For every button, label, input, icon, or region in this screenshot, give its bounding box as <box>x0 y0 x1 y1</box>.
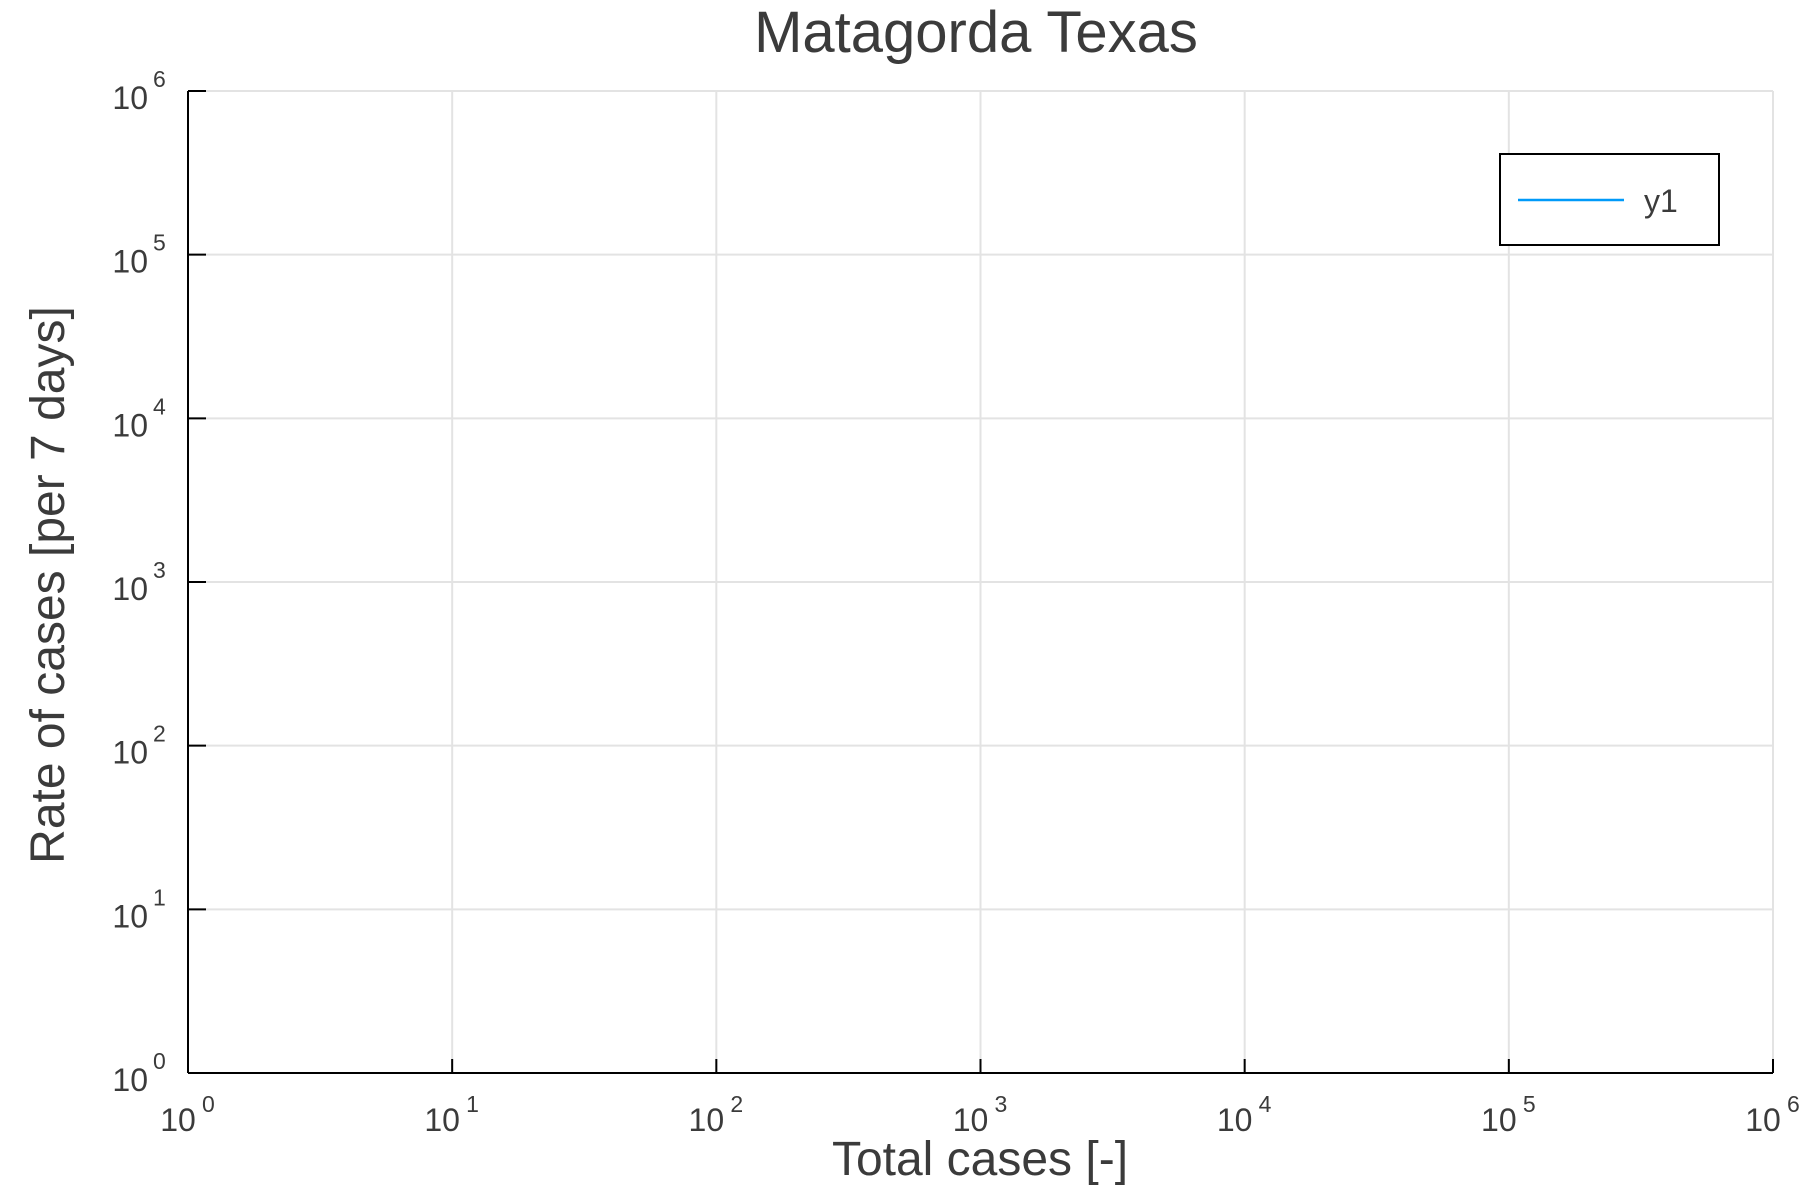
legend: y1 <box>1499 153 1720 246</box>
y-tick-exponent: 2 <box>153 721 166 747</box>
y-tick-label: 10 <box>112 898 148 934</box>
legend-label-y1: y1 <box>1644 183 1678 219</box>
y-tick-exponent: 0 <box>153 1048 166 1074</box>
x-tick-label: 10 <box>160 1102 196 1138</box>
y-tick-label: 10 <box>112 244 148 280</box>
chart-title: Matagorda Texas <box>754 0 1198 65</box>
y-tick-label: 10 <box>112 80 148 116</box>
x-tick-label: 10 <box>953 1102 989 1138</box>
x-tick-exponent: 5 <box>1523 1091 1536 1117</box>
y-tick-label: 10 <box>112 735 148 771</box>
x-axis-label: Total cases [-] <box>832 1133 1128 1186</box>
x-tick-exponent: 2 <box>730 1091 743 1117</box>
y-tick-exponent: 5 <box>153 230 166 256</box>
x-tick-label: 10 <box>1217 1102 1253 1138</box>
y-axis-label: Rate of cases [per 7 days] <box>22 306 75 864</box>
x-tick-exponent: 1 <box>466 1091 479 1117</box>
x-tick-exponent: 0 <box>202 1091 215 1117</box>
x-tick-label: 10 <box>1481 1102 1517 1138</box>
x-tick-label: 10 <box>424 1102 460 1138</box>
y-tick-label: 10 <box>112 571 148 607</box>
x-ticks: 10 0 10 1 10 2 10 3 10 4 10 5 10 6 <box>160 1059 1800 1138</box>
x-tick-exponent: 4 <box>1259 1091 1272 1117</box>
x-tick-exponent: 3 <box>995 1091 1008 1117</box>
x-tick-label: 10 <box>1745 1102 1781 1138</box>
y-tick-label: 10 <box>112 407 148 443</box>
y-tick-label: 10 <box>112 1062 148 1098</box>
grid <box>187 90 1774 1074</box>
x-tick-label: 10 <box>689 1102 725 1138</box>
x-tick-exponent: 6 <box>1787 1091 1800 1117</box>
y-tick-exponent: 1 <box>153 884 166 910</box>
y-tick-exponent: 3 <box>153 557 166 583</box>
y-tick-exponent: 4 <box>153 393 166 419</box>
y-tick-exponent: 6 <box>153 66 166 92</box>
